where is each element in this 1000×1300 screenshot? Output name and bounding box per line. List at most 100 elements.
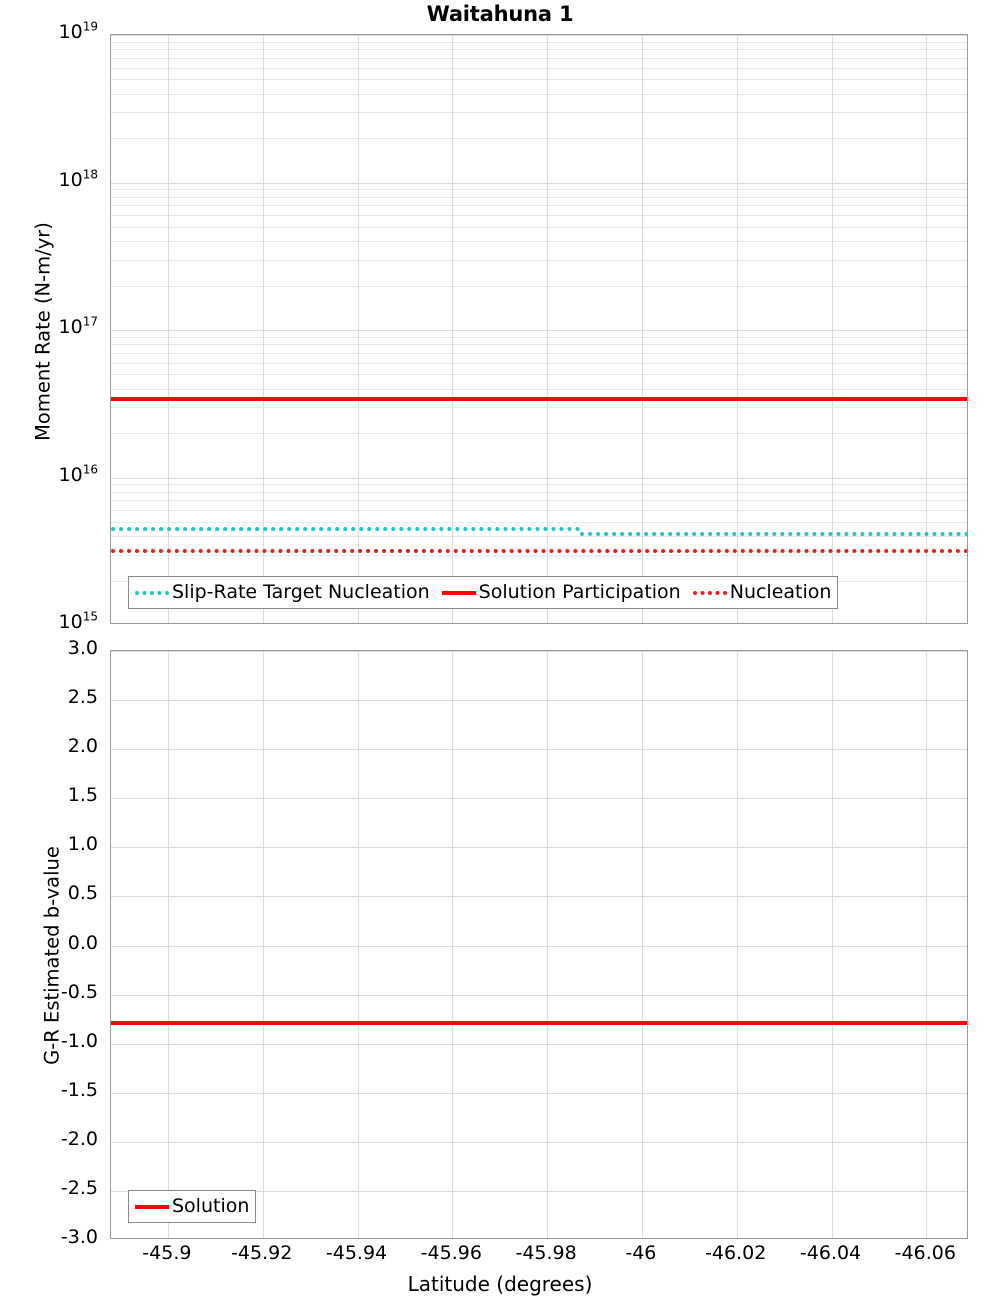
y-axis-ticks-top: 1019 1018 1017 1016 1015 (0, 21, 104, 632)
gridline-vertical (547, 651, 549, 1238)
gridline-horizontal (111, 945, 967, 947)
legend-top[interactable]: Slip-Rate Target Nucleation Solution Part… (128, 576, 839, 609)
x-axis-ticks: -45.9 -45.92 -45.94 -45.96 -45.98 -46 -46.02 -4… (110, 1242, 968, 1272)
gridline-horizontal (111, 994, 967, 996)
y-axis-title-top: Moment Rate (N-m/yr) (31, 222, 55, 441)
y-tick-exponent: 15 (82, 609, 98, 624)
gridline-vertical (736, 35, 738, 623)
series-slip-rate-target-nucleation-seg1 (111, 527, 581, 532)
series-nucleation (111, 548, 967, 553)
gridline-horizontal (111, 189, 967, 191)
gridline-horizontal (111, 500, 967, 502)
legend-swatch-icon (692, 590, 727, 595)
gridline-horizontal (111, 362, 967, 364)
x-axis-title: Latitude (degrees) (407, 1272, 593, 1296)
gridline-vertical (926, 35, 928, 623)
legend-item[interactable]: Slip-Rate Target Nucleation (135, 583, 430, 602)
gridline-horizontal (111, 93, 967, 95)
gridline-horizontal (111, 374, 967, 376)
y-tick-label-bottom: 0.0 (67, 931, 98, 954)
y-tick-label-bottom: -0.5 (60, 980, 98, 1003)
y-tick-label-bottom: -2.5 (60, 1176, 98, 1199)
gridline-vertical (167, 35, 169, 623)
legend-label: Solution (172, 1195, 250, 1217)
x-tick-label: -45.94 (325, 1242, 388, 1264)
gridline-horizontal (111, 330, 967, 331)
gridline-horizontal (111, 241, 967, 243)
gridline-horizontal (111, 1092, 967, 1094)
gridline-vertical (357, 651, 359, 1238)
gridline-vertical (262, 651, 264, 1238)
y-tick-label-bottom: 3.0 (67, 637, 98, 659)
x-tick-label: -45.96 (420, 1242, 482, 1264)
gridline-horizontal (111, 433, 967, 435)
gridline-horizontal (111, 847, 967, 849)
y-tick-exponent: 16 (82, 462, 98, 477)
gridline-horizontal (111, 1043, 967, 1045)
legend-label: Solution Participation (478, 581, 681, 603)
y-tick-exponent: 18 (82, 167, 98, 182)
gridline-horizontal (111, 491, 967, 493)
y-tick-label-top: 1016 (59, 463, 104, 485)
gridline-horizontal (111, 336, 967, 338)
gridline-horizontal (111, 196, 967, 198)
gridline-vertical (831, 651, 833, 1238)
y-tick-label-top: 1019 (58, 19, 104, 43)
y-tick-label-bottom: -2.0 (60, 1127, 98, 1150)
gridline-horizontal (111, 1141, 967, 1143)
y-tick-mantissa: 10 (58, 21, 83, 43)
series-solution-participation (111, 397, 967, 402)
gridline-horizontal (111, 700, 967, 702)
gridline-horizontal (111, 407, 967, 409)
gridline-horizontal (111, 352, 967, 354)
x-tick-label: -45.98 (515, 1242, 577, 1264)
x-tick-label: -45.9 (142, 1242, 192, 1264)
gridline-horizontal (111, 536, 967, 538)
gridline-horizontal (111, 205, 967, 207)
gridline-vertical (452, 651, 454, 1238)
legend-item[interactable]: Solution Participation (441, 581, 681, 603)
legend-label: Nucleation (729, 581, 832, 603)
gridline-vertical (357, 35, 359, 623)
gridline-horizontal (111, 344, 967, 346)
y-tick-label-top: 1017 (59, 314, 104, 337)
y-tick-exponent: 19 (82, 19, 98, 34)
y-tick-label-top: 1018 (59, 168, 104, 190)
legend-item[interactable]: Solution (135, 1197, 249, 1216)
y-tick-exponent: 17 (82, 314, 98, 329)
y-tick-label-bottom: 1.5 (67, 784, 98, 807)
gridline-horizontal (111, 1190, 967, 1192)
legend-swatch-icon (441, 590, 476, 595)
gridline-horizontal (111, 521, 967, 523)
grid-top (111, 35, 967, 623)
y-tick-label-bottom: 1.0 (67, 833, 98, 856)
gridline-vertical (547, 35, 549, 623)
gridline-horizontal (111, 477, 967, 479)
legend-bottom[interactable]: Solution (128, 1190, 257, 1223)
gridline-horizontal (111, 57, 967, 59)
y-tick-label-bottom: -3.0 (60, 1226, 98, 1248)
gridline-vertical (926, 651, 928, 1238)
x-tick-label: -46.02 (705, 1242, 767, 1264)
series-slip-rate-target-nucleation-seg2 (580, 532, 967, 537)
gridline-vertical (167, 651, 169, 1238)
gridline-horizontal (111, 138, 967, 140)
gridline-horizontal (111, 226, 967, 228)
moment-rate-plot-area (110, 34, 968, 624)
gridline-horizontal (111, 798, 967, 800)
y-tick-label-top: 1015 (59, 609, 104, 632)
x-tick-label: -46.04 (799, 1242, 862, 1264)
grid-bottom (111, 651, 967, 1238)
legend-item[interactable]: Nucleation (692, 581, 832, 603)
gridline-horizontal (111, 79, 967, 81)
y-tick-label-bottom: 2.5 (67, 686, 98, 709)
y-tick-label-bottom: 0.5 (67, 882, 98, 905)
x-tick-label: -45.92 (231, 1242, 293, 1264)
gridline-vertical (736, 651, 738, 1238)
legend-swatch-icon (135, 590, 169, 595)
gridline-horizontal (111, 285, 967, 287)
x-tick-label: -46.06 (894, 1242, 956, 1264)
gridline-vertical (641, 651, 643, 1238)
gridline-horizontal (111, 510, 967, 512)
